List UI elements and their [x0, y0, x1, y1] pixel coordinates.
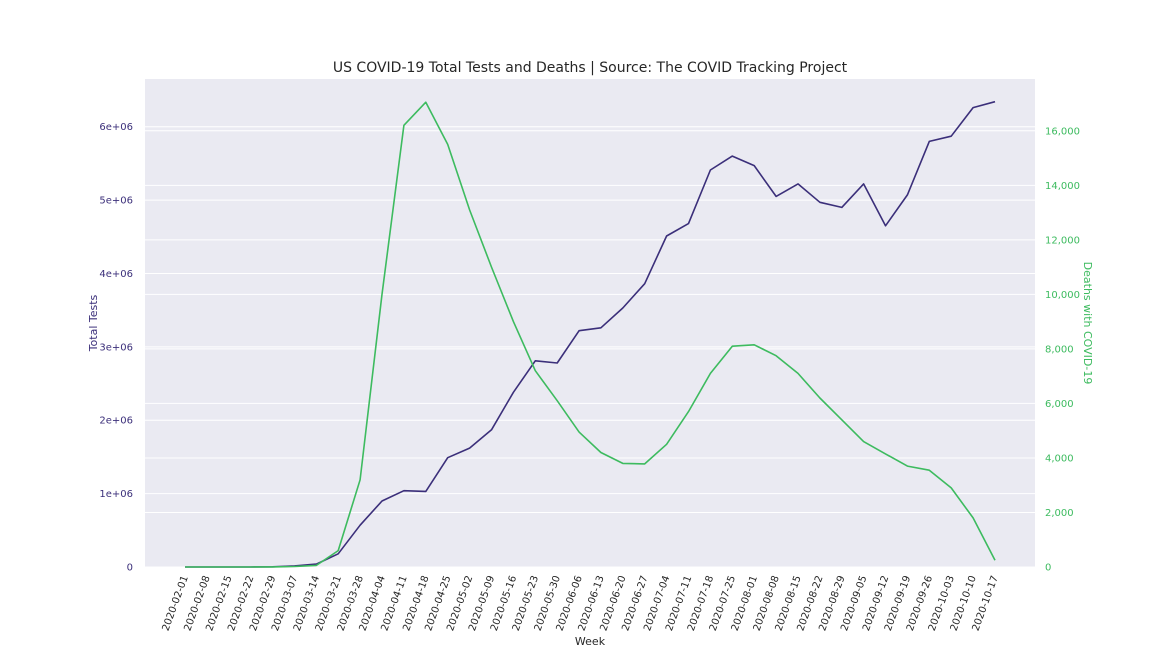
left-tick-label-6: 6e+06 — [99, 122, 133, 133]
right-axis-label: Deaths with COVID-19 — [1081, 262, 1094, 385]
chart-title: US COVID-19 Total Tests and Deaths | Sou… — [333, 60, 848, 76]
left-tick-label-1: 1e+06 — [99, 489, 133, 500]
right-tick-label-0: 0 — [1045, 563, 1051, 574]
right-tick-label-1: 2,000 — [1045, 508, 1074, 519]
x-axis-ticks: 2020-02-012020-02-082020-02-152020-02-22… — [161, 574, 1001, 632]
right-tick-label-2: 4,000 — [1045, 453, 1074, 464]
x-axis-label: Week — [575, 635, 606, 648]
right-tick-label-3: 6,000 — [1045, 399, 1074, 410]
left-axis-ticks: 0 1e+06 2e+06 3e+06 4e+06 5e+06 6e+06 — [99, 122, 133, 573]
left-tick-label-2: 2e+06 — [99, 416, 133, 427]
left-axis-label: Total Tests — [87, 294, 100, 352]
plot-background — [145, 79, 1035, 567]
left-tick-label-0: 0 — [127, 563, 133, 574]
right-tick-label-8: 16,000 — [1045, 126, 1080, 137]
right-tick-label-7: 14,000 — [1045, 181, 1080, 192]
series-line-right — [185, 101, 996, 568]
left-tick-label-5: 5e+06 — [99, 196, 133, 207]
series-layer — [184, 100, 996, 568]
left-tick-label-3: 3e+06 — [99, 342, 133, 353]
right-tick-label-4: 8,000 — [1045, 344, 1074, 355]
right-tick-label-6: 12,000 — [1045, 235, 1080, 246]
right-tick-label-5: 10,000 — [1045, 290, 1080, 301]
left-tick-label-4: 4e+06 — [99, 269, 133, 280]
right-axis-ticks: 0 2,000 4,000 6,000 8,000 10,000 12,000 14,000 1… — [1045, 126, 1080, 573]
